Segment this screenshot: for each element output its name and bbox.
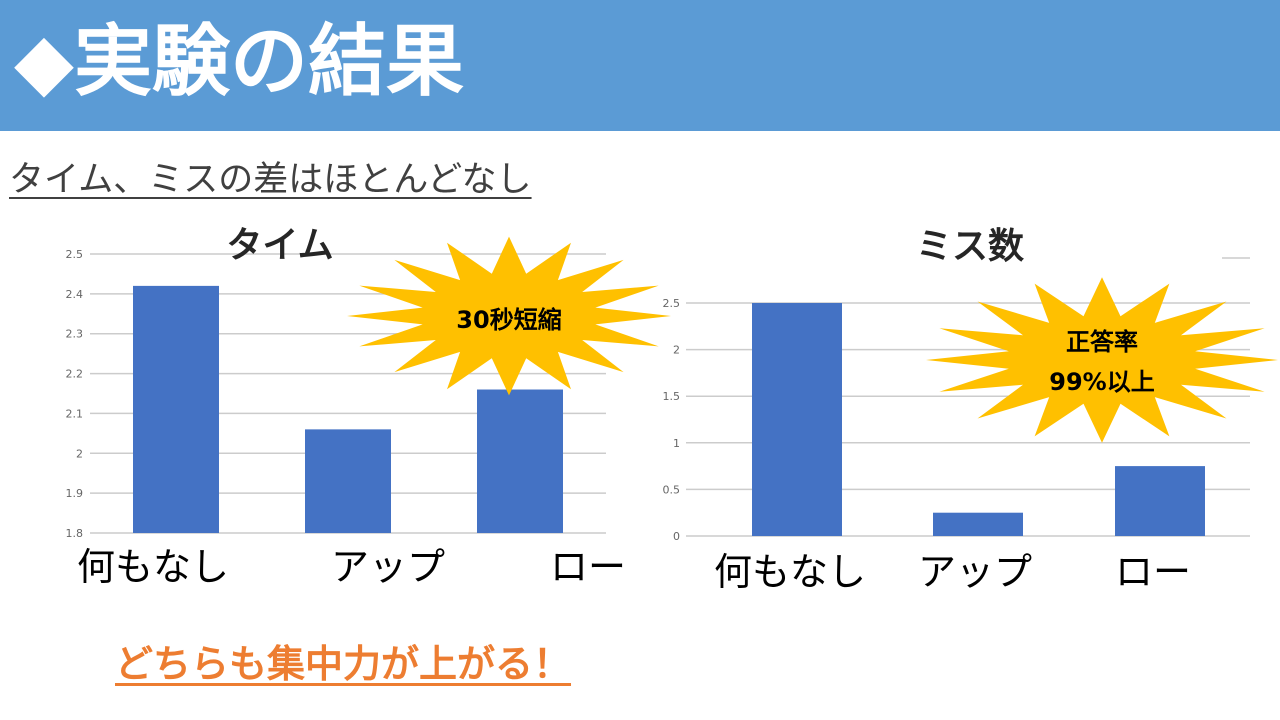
y-tick-label: 2.3: [66, 328, 84, 341]
x-category-label: ロー: [1115, 550, 1191, 594]
y-tick-label: 2.5: [663, 297, 681, 310]
y-tick-label: 2: [673, 344, 680, 357]
y-tick-label: 0: [673, 530, 680, 543]
slide-title: ◆実験の結果: [14, 17, 464, 107]
chart-title: ミス数: [916, 226, 1024, 267]
x-category-label: ロー: [550, 545, 626, 589]
bar: [1115, 466, 1205, 536]
x-category-label: アップ: [331, 545, 445, 589]
y-tick-label: 2: [76, 447, 83, 460]
y-tick-label: 2.2: [66, 368, 84, 381]
y-tick-label: 1.5: [663, 390, 681, 403]
slide-subtitle: タイム、ミスの差はほとんどなし: [9, 160, 532, 200]
x-category-label: 何もなし: [77, 545, 229, 589]
y-tick-label: 2.1: [66, 407, 84, 420]
starburst-callout: [347, 236, 671, 396]
y-tick-label: 2.5: [66, 248, 84, 261]
callout-text: 30秒短縮: [456, 306, 561, 334]
y-tick-label: 0.5: [663, 483, 681, 496]
chart-title: タイム: [226, 225, 333, 266]
y-tick-label: 2.4: [66, 288, 84, 301]
bar: [305, 429, 391, 533]
bar: [933, 512, 1023, 536]
y-tick-label: 1.9: [66, 487, 84, 500]
bar: [133, 285, 219, 533]
callout-text: 正答率: [1066, 328, 1138, 356]
x-category-label: アップ: [918, 550, 1032, 594]
y-tick-label: 1: [673, 437, 680, 450]
conclusion-text: どちらも集中力が上がる！: [115, 642, 572, 686]
callout-text: 99%以上: [1049, 368, 1154, 396]
bar: [477, 389, 563, 533]
x-category-label: 何もなし: [714, 550, 866, 594]
starburst-callout: [926, 277, 1278, 443]
y-tick-label: 1.8: [66, 527, 84, 540]
bar: [752, 303, 842, 536]
title-banner: [0, 0, 1280, 131]
